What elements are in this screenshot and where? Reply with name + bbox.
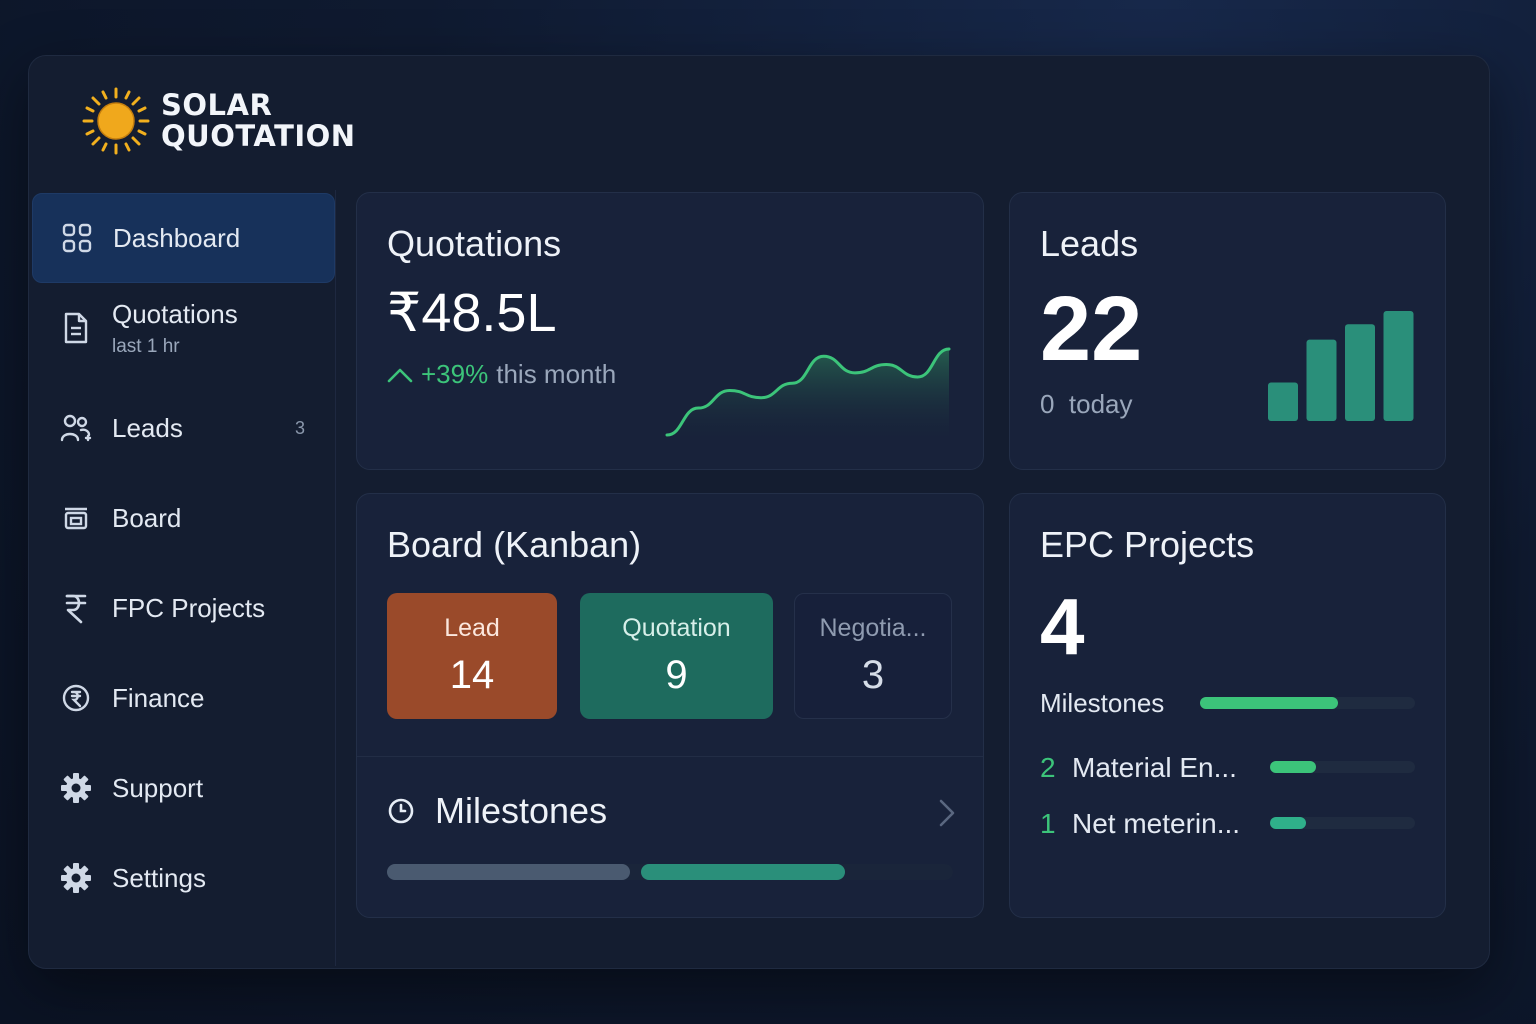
kanban-label: Negotia...	[819, 614, 927, 642]
app-window: SOLAR QUOTATION Dashboard Quotati	[28, 55, 1490, 969]
logo-line-2: QUOTATION	[161, 119, 356, 153]
epc-item-fill	[1270, 761, 1317, 773]
gear-icon	[60, 772, 92, 804]
kanban-count: 14	[449, 653, 495, 697]
epc-item[interactable]: 1 Net meterin...	[1040, 808, 1240, 840]
board-icon	[60, 502, 92, 534]
document-icon	[60, 312, 92, 344]
sidebar-item-board[interactable]: Board	[32, 473, 335, 563]
kanban-column-negotiation[interactable]: Negotia... 3	[794, 593, 952, 719]
sidebar-item-label: Finance	[112, 682, 205, 713]
leads-bar	[1345, 324, 1375, 421]
milestones-label: Milestones	[435, 790, 608, 831]
sidebar: Dashboard Quotations last 1 hr	[29, 190, 336, 966]
sidebar-item-label: Dashboard	[113, 222, 241, 253]
kanban-column-lead[interactable]: Lead 14	[387, 593, 557, 719]
card-title: Quotations	[387, 223, 562, 264]
sidebar-item-label: Settings	[112, 862, 206, 893]
epc-item-track	[1270, 761, 1415, 773]
quotations-amount: ₹48.5L	[387, 283, 557, 343]
card-title: Leads	[1040, 223, 1139, 264]
kanban-column-quotation[interactable]: Quotation 9	[580, 593, 773, 719]
epc-item-count: 1	[1040, 808, 1056, 839]
sidebar-item-finance[interactable]: Finance	[32, 653, 335, 743]
epc-item-fill	[1270, 817, 1307, 829]
epc-milestones-label: Milestones	[1040, 688, 1165, 718]
board-card[interactable]: Board (Kanban) Lead 14 Quotation 9 Negot…	[356, 493, 984, 918]
rupee-icon	[60, 592, 92, 624]
logo-line-1: SOLAR	[161, 88, 273, 122]
trend-area	[667, 349, 949, 443]
chevron-right-icon[interactable]	[937, 798, 957, 828]
leads-count-badge: 3	[294, 417, 305, 438]
kanban-label: Lead	[444, 614, 500, 642]
app-logo[interactable]: SOLAR QUOTATION	[81, 86, 356, 156]
epc-item[interactable]: 2 Material En...	[1040, 752, 1237, 784]
epc-count: 4	[1040, 582, 1085, 671]
sidebar-item-label: Support	[112, 772, 204, 803]
epc-item-count: 2	[1040, 752, 1056, 783]
trend-line	[665, 347, 951, 437]
quotations-trend-chart	[665, 347, 951, 443]
epc-milestones-track	[1200, 697, 1415, 709]
leads-today: 0 today	[1040, 389, 1133, 419]
leads-bar	[1268, 382, 1298, 421]
arrow-up-icon	[387, 368, 413, 382]
grid-icon	[61, 222, 93, 254]
users-icon	[60, 412, 92, 444]
sidebar-item-dashboard[interactable]: Dashboard	[32, 193, 335, 283]
clock-icon	[388, 798, 414, 824]
sidebar-item-settings[interactable]: Settings	[32, 833, 335, 923]
divider	[357, 756, 983, 757]
leads-count: 22	[1040, 278, 1143, 380]
milestones-progress-segment	[387, 864, 631, 880]
sidebar-item-label: Leads	[112, 412, 183, 443]
epc-milestones-fill	[1200, 697, 1338, 709]
sidebar-item-leads[interactable]: Leads 3	[32, 383, 335, 473]
epc-item-label: Net meterin...	[1072, 808, 1241, 839]
card-title: EPC Projects	[1040, 524, 1255, 565]
leads-bar-chart	[1268, 311, 1414, 421]
milestones-progress-track	[387, 864, 953, 880]
sidebar-item-label: Board	[112, 502, 182, 533]
epc-item-track	[1270, 817, 1415, 829]
kanban-count: 9	[665, 653, 688, 697]
quotations-card[interactable]: Quotations ₹48.5L +39% this month	[356, 192, 984, 470]
sidebar-item-quotations[interactable]: Quotations last 1 hr	[32, 283, 335, 373]
sidebar-item-label: Quotations	[112, 298, 238, 329]
quotations-change: +39% this month	[387, 359, 616, 390]
sidebar-item-fpc-projects[interactable]: FPC Projects	[32, 563, 335, 653]
milestones-progress-segment	[641, 864, 845, 880]
kanban-count: 3	[861, 653, 885, 697]
change-percent: +39%	[421, 359, 489, 389]
sun-icon	[82, 87, 150, 155]
finance-icon	[60, 682, 92, 714]
change-period: this month	[496, 359, 617, 389]
milestones-row[interactable]: Milestones	[387, 790, 607, 832]
kanban-label: Quotation	[622, 614, 731, 642]
leads-card[interactable]: Leads 22 0 today	[1009, 192, 1446, 470]
logo-text: SOLAR QUOTATION	[161, 90, 356, 152]
card-title: Board (Kanban)	[387, 524, 642, 565]
sidebar-item-support[interactable]: Support	[32, 743, 335, 833]
leads-bar	[1306, 339, 1337, 421]
sidebar-item-sublabel: last 1 hr	[112, 335, 180, 357]
leads-bar	[1383, 311, 1414, 421]
sidebar-item-label: FPC Projects	[112, 592, 266, 623]
epc-projects-card[interactable]: EPC Projects 4 Milestones 2 Material En.…	[1009, 493, 1446, 918]
epc-item-label: Material En...	[1072, 752, 1237, 783]
gear-icon	[60, 862, 92, 894]
